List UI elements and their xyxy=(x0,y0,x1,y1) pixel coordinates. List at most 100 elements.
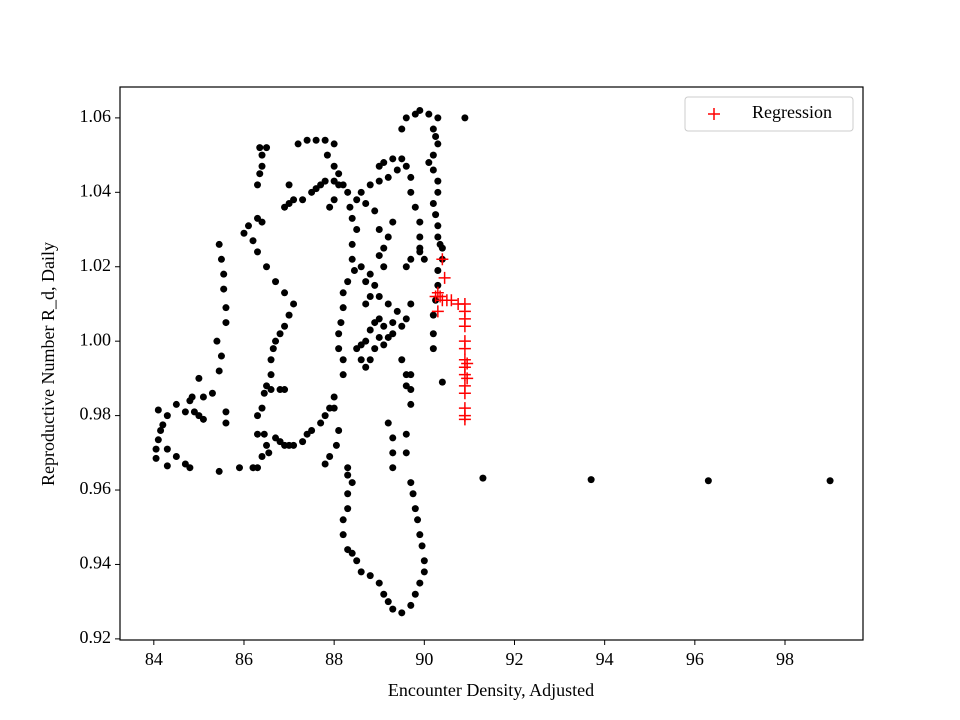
point xyxy=(402,371,410,379)
point xyxy=(429,125,437,133)
point xyxy=(260,430,268,438)
point xyxy=(339,516,347,524)
point xyxy=(434,188,442,196)
point xyxy=(398,609,406,617)
point xyxy=(407,386,415,394)
point xyxy=(323,151,331,159)
point xyxy=(366,326,374,334)
point xyxy=(258,162,266,170)
point xyxy=(348,214,356,222)
point xyxy=(353,226,361,234)
point xyxy=(393,166,401,174)
point xyxy=(317,419,325,427)
point xyxy=(407,255,415,263)
point xyxy=(366,572,374,580)
point xyxy=(195,374,203,382)
point xyxy=(432,132,440,140)
point xyxy=(181,408,189,416)
point xyxy=(416,106,424,114)
point xyxy=(303,136,311,144)
point xyxy=(285,181,293,189)
point xyxy=(260,389,268,397)
y-tick-label: 1.02 xyxy=(80,255,112,275)
y-tick-label: 0.94 xyxy=(80,553,112,573)
point xyxy=(272,337,280,345)
point xyxy=(407,601,415,609)
point xyxy=(326,453,334,461)
point xyxy=(348,479,356,487)
point xyxy=(335,330,343,338)
plus-marker xyxy=(461,372,474,385)
point xyxy=(256,170,264,178)
y-tick-label: 0.96 xyxy=(80,478,112,498)
point xyxy=(344,188,352,196)
plus-marker xyxy=(445,294,458,307)
point xyxy=(389,319,397,327)
point xyxy=(256,144,264,152)
point xyxy=(420,255,428,263)
point xyxy=(263,144,271,152)
point xyxy=(429,345,437,353)
point xyxy=(416,218,424,226)
point xyxy=(425,159,433,167)
point xyxy=(416,531,424,539)
point xyxy=(254,430,262,438)
point xyxy=(344,490,352,498)
point xyxy=(461,114,469,122)
point xyxy=(215,367,223,375)
point xyxy=(366,270,374,278)
point xyxy=(240,229,248,237)
point xyxy=(344,278,352,286)
point xyxy=(438,378,446,386)
point xyxy=(434,281,442,289)
point xyxy=(704,477,712,485)
point xyxy=(398,125,406,133)
point xyxy=(217,255,225,263)
plus-marker xyxy=(436,253,449,266)
point xyxy=(402,449,410,457)
point xyxy=(335,345,343,353)
point xyxy=(434,222,442,230)
y-tick-label: 1.00 xyxy=(80,329,112,349)
point xyxy=(398,322,406,330)
point xyxy=(402,263,410,271)
point xyxy=(186,464,194,472)
point xyxy=(402,315,410,323)
point xyxy=(362,363,370,371)
point xyxy=(366,356,374,364)
point xyxy=(339,371,347,379)
point xyxy=(294,140,302,148)
point xyxy=(235,464,243,472)
point xyxy=(267,386,275,394)
point xyxy=(375,315,383,323)
point xyxy=(344,471,352,479)
point xyxy=(362,337,370,345)
point xyxy=(152,445,160,453)
point xyxy=(375,177,383,185)
point xyxy=(371,207,379,215)
point xyxy=(258,151,266,159)
point xyxy=(348,549,356,557)
point xyxy=(434,114,442,122)
x-tick-label: 84 xyxy=(145,649,163,669)
point xyxy=(384,598,392,606)
point xyxy=(402,430,410,438)
x-tick-label: 96 xyxy=(686,649,704,669)
plus-marker xyxy=(429,290,442,303)
point xyxy=(290,441,298,449)
point xyxy=(407,188,415,196)
point xyxy=(371,345,379,353)
point xyxy=(344,505,352,513)
point xyxy=(398,356,406,364)
point xyxy=(350,266,358,274)
point xyxy=(429,311,437,319)
plus-marker xyxy=(438,271,451,284)
point xyxy=(479,474,487,482)
point xyxy=(416,248,424,256)
point xyxy=(330,140,338,148)
point xyxy=(389,605,397,613)
point xyxy=(353,196,361,204)
point xyxy=(258,218,266,226)
point xyxy=(429,151,437,159)
point xyxy=(411,590,419,598)
